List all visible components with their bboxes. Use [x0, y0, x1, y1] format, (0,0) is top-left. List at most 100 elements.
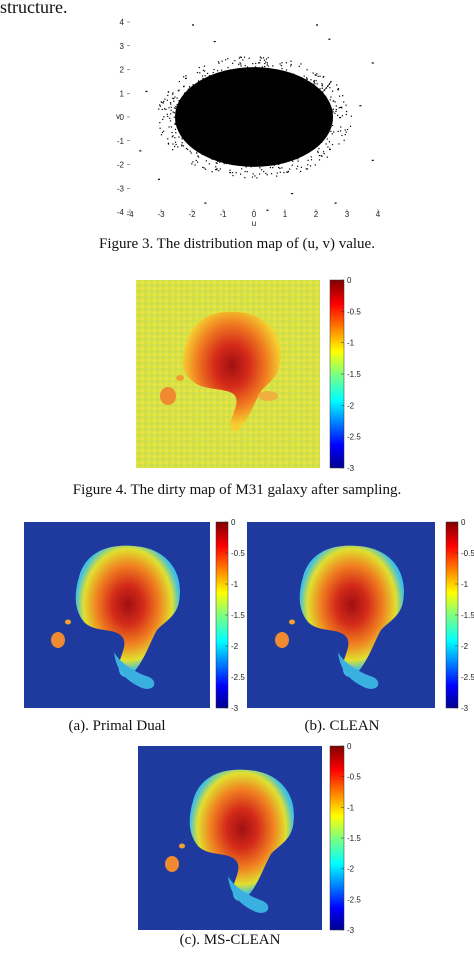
- colorbar-tick-label: -2.5: [231, 673, 245, 682]
- dirty-map-figure: 0 -0.5 -1 -1.5 -2 -2.5 -3: [136, 276, 361, 473]
- colorbar-tick-label: -2.5: [347, 433, 361, 442]
- scatter-point: [178, 80, 180, 83]
- x-tick-label: 3: [345, 210, 350, 219]
- scatter-point: [169, 102, 172, 104]
- scatter-point: [287, 171, 289, 173]
- scatter-point: [173, 100, 175, 102]
- scatter-point: [208, 163, 210, 165]
- scatter-point: [264, 67, 266, 69]
- scatter-point: [174, 128, 177, 130]
- body-text-fragment: structure.: [0, 0, 68, 17]
- scatter-point: [199, 72, 201, 74]
- scatter-point: [313, 81, 315, 83]
- scatter-point: [329, 148, 331, 151]
- scatter-point: [331, 90, 334, 92]
- scatter-point: [174, 141, 177, 143]
- scatter-point: [163, 116, 165, 118]
- scatter-point: [272, 65, 274, 67]
- scatter-point: [326, 156, 329, 158]
- scatter-point: [179, 100, 181, 102]
- y-tick-label: 0: [120, 113, 125, 122]
- scatter-point: [305, 168, 307, 170]
- scatter-point: [235, 172, 237, 174]
- scatter-point: [229, 172, 232, 174]
- scatter-point: [338, 107, 340, 109]
- scatter-point: [197, 156, 200, 158]
- scatter-point: [325, 131, 327, 133]
- scatter-point: [305, 77, 308, 79]
- scatter-point: [344, 133, 346, 136]
- scatter-point: [172, 143, 174, 145]
- scatter-point: [199, 151, 201, 153]
- scatter-point: [321, 155, 323, 157]
- scatter-point: [312, 72, 314, 74]
- scatter-point: [181, 104, 183, 106]
- scatter-point: [176, 114, 179, 116]
- scatter-point: [173, 116, 175, 118]
- scatter-point: [334, 202, 337, 204]
- scatter-point: [321, 85, 323, 87]
- scatter-point: [335, 105, 337, 107]
- scatter-point: [278, 163, 280, 166]
- scatter-point: [292, 76, 294, 78]
- colorbar-tick-label: -1.5: [461, 611, 474, 620]
- scatter-point: [323, 89, 325, 92]
- scatter-point: [204, 168, 207, 170]
- scatter-point: [338, 95, 341, 97]
- scatter-point: [169, 120, 172, 122]
- scatter-point: [202, 77, 204, 80]
- point-cloud: [174, 67, 334, 167]
- x-tick-label: 1: [283, 210, 288, 219]
- colorbar-tick-label: -2: [461, 642, 469, 651]
- scatter-point: [327, 85, 329, 87]
- scatter-point: [288, 73, 290, 76]
- scatter-point: [198, 66, 200, 69]
- scatter-point: [172, 93, 174, 95]
- scatter-point: [287, 170, 289, 172]
- scatter-point: [278, 166, 280, 169]
- scatter-point: [322, 92, 324, 94]
- scatter-point: [196, 149, 198, 151]
- scatter-point: [197, 83, 199, 85]
- scatter-point: [246, 66, 249, 68]
- scatter-point: [175, 105, 177, 108]
- scatter-point: [232, 174, 234, 177]
- scatter-point: [173, 97, 175, 100]
- scatter-point: [306, 168, 309, 170]
- scatter-point: [173, 107, 176, 109]
- scatter-point: [257, 67, 259, 69]
- scatter-point: [211, 171, 213, 173]
- scatter-point: [307, 159, 309, 161]
- scatter-point: [240, 65, 242, 67]
- scatter-point: [310, 79, 312, 81]
- scatter-point: [343, 101, 345, 103]
- scatter-point: [173, 112, 175, 114]
- scatter-point: [298, 155, 301, 157]
- scatter-point: [182, 145, 184, 147]
- scatter-point: [211, 158, 213, 160]
- x-tick-label: 2: [314, 210, 319, 219]
- scatter-point: [306, 78, 308, 80]
- scatter-point: [139, 150, 142, 152]
- scatter-point: [296, 168, 298, 170]
- scatter-point: [181, 137, 183, 139]
- scatter-point: [329, 112, 331, 114]
- scatter-point: [331, 143, 334, 146]
- scatter-point: [163, 100, 165, 103]
- scatter-point: [300, 77, 303, 79]
- scatter-point: [219, 160, 221, 162]
- scatter-point: [220, 72, 222, 74]
- scatter-point: [324, 89, 326, 91]
- scatter-point: [184, 96, 186, 98]
- scatter-point: [177, 90, 179, 92]
- scatter-point: [300, 63, 302, 65]
- scatter-point: [216, 169, 218, 171]
- scatter-point: [255, 62, 257, 65]
- scatter-point: [334, 101, 336, 103]
- scatter-point: [213, 41, 216, 43]
- scatter-point: [315, 80, 317, 82]
- scatter-point: [178, 100, 180, 102]
- scatter-point: [326, 85, 329, 88]
- scatter-point: [285, 62, 288, 64]
- scatter-point: [229, 169, 231, 171]
